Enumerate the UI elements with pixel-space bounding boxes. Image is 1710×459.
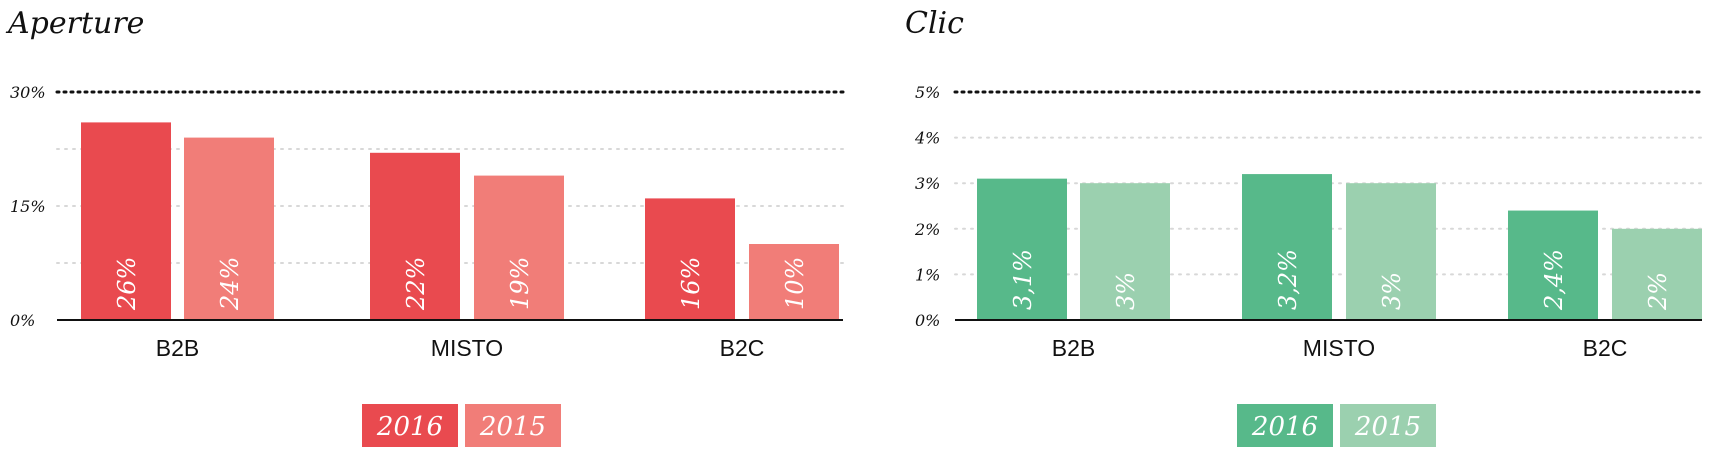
clic-bar-2016-b2b [977,178,1067,320]
aperture-bar-2015-b2c [749,244,839,320]
clic-bar-2016-misto [1242,174,1332,320]
aperture-bar-value-label: 22% [402,257,430,311]
aperture-bar-2016-b2b [81,122,171,321]
aperture-x-category-label: B2C [720,335,765,361]
clic-x-category-label: B2B [1052,335,1095,361]
aperture-legend-swatch-2016 [362,404,458,447]
aperture-bar-2016-b2c [645,198,735,320]
clic-bar-value-label: 2% [1644,272,1672,311]
aperture-y-tick-label: 0% [10,311,35,330]
aperture-chart-title: Aperture [5,6,144,41]
clic-y-tick-label: 5% [915,83,940,102]
aperture-legend-swatch-2015 [465,404,561,447]
clic-x-category-label: MISTO [1303,335,1375,361]
aperture-x-category-label: B2B [156,335,199,361]
clic-y-tick-label: 2% [914,220,940,239]
clic-bar-value-label: 3% [1112,272,1140,310]
clic-bar-2015-b2b [1080,183,1170,320]
aperture-legend-label-2016: 2016 [376,412,443,442]
clic-legend-label-2016: 2016 [1251,412,1318,442]
clic-bar-2015-b2c [1612,228,1702,320]
clic-x-category-label: B2C [1583,335,1628,361]
clic-legend-swatch-2016 [1237,404,1333,447]
aperture-bar-2015-misto [474,175,564,320]
clic-bar-value-label: 2,4% [1540,249,1568,311]
aperture-bar-value-label: 10% [781,257,809,310]
clic-y-tick-label: 1% [915,265,940,284]
clic-chart-title: Clic [905,6,964,41]
aperture-chart: Aperture 0% 15% 30% 26% 24% B2B 22% 19%MISTO 16%… [5,6,845,447]
clic-legend-label-2015: 2015 [1354,412,1421,442]
aperture-bar-2015-b2b [184,137,274,320]
clic-legend-swatch-2015 [1340,404,1436,447]
aperture-bar-value-label: 19% [506,257,534,310]
aperture-legend-label-2015: 2015 [479,412,546,442]
aperture-x-category-label: MISTO [431,335,503,361]
aperture-bar-value-label: 24% [216,257,244,311]
aperture-bar-value-label: 16% [677,257,705,310]
clic-y-tick-label: 3% [915,174,940,193]
clic-bar-value-label: 3,1% [1009,249,1037,310]
clic-y-tick-label: 4% [914,129,940,148]
aperture-bar-2016-misto [370,152,460,320]
clic-bar-value-label: 3,2% [1274,249,1302,310]
clic-bar-value-label: 3% [1378,272,1406,310]
aperture-bar-value-label: 26% [113,257,141,311]
aperture-y-tick-label: 30% [10,83,46,102]
clic-y-tick-label: 0% [915,311,940,330]
aperture-y-tick-label: 15% [10,197,46,216]
clic-bar-2015-misto [1346,183,1436,320]
clic-bar-2016-b2c [1508,210,1598,320]
